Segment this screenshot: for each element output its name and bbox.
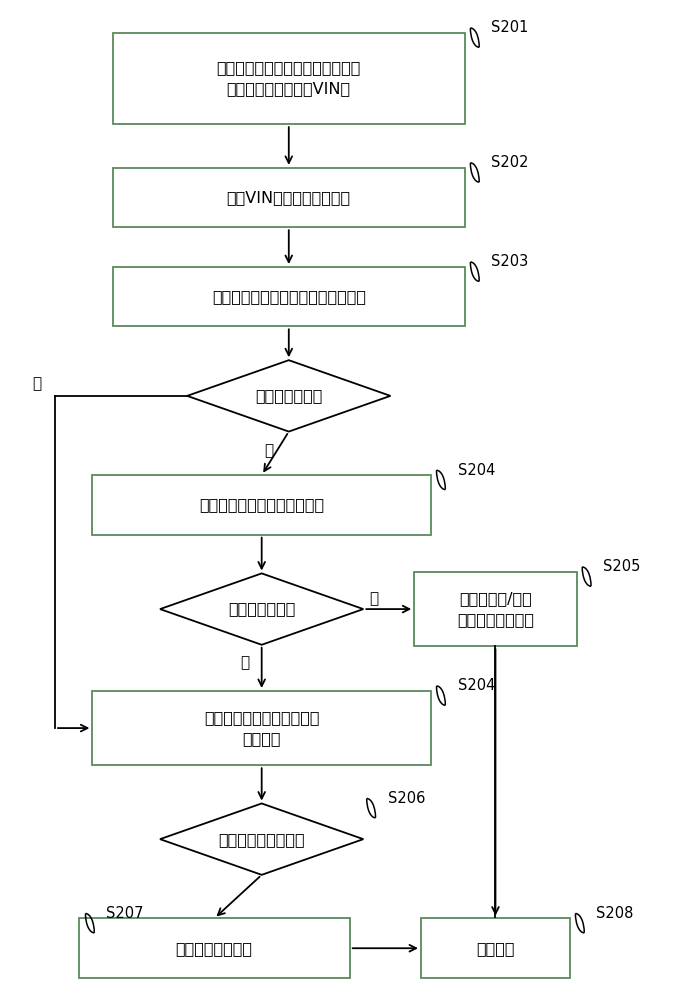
Polygon shape xyxy=(160,803,364,875)
Text: 否: 否 xyxy=(264,443,273,458)
Text: 是: 是 xyxy=(240,655,249,670)
Text: 接收到自动匹配车型诊断程序指令
后，启动摄像头扫描VIN码: 接收到自动匹配车型诊断程序指令 后，启动摄像头扫描VIN码 xyxy=(217,61,361,97)
FancyBboxPatch shape xyxy=(92,691,431,765)
Text: 将查找到的诊断应用程序的
图标置顶: 将查找到的诊断应用程序的 图标置顶 xyxy=(204,710,320,746)
Text: S203: S203 xyxy=(491,254,529,269)
Text: 结束流程: 结束流程 xyxy=(476,941,514,956)
FancyBboxPatch shape xyxy=(113,267,465,326)
Text: S201: S201 xyxy=(491,20,529,35)
FancyBboxPatch shape xyxy=(414,572,577,646)
FancyBboxPatch shape xyxy=(79,918,350,978)
Text: S207: S207 xyxy=(106,906,144,921)
Text: S208: S208 xyxy=(596,906,634,921)
Text: 查找同一厂家的诊断应用程序: 查找同一厂家的诊断应用程序 xyxy=(199,497,324,512)
Text: S205: S205 xyxy=(603,559,641,574)
Text: 根据车型码查找对应的诊断应用程序: 根据车型码查找对应的诊断应用程序 xyxy=(212,289,366,304)
Text: S204: S204 xyxy=(458,678,495,693)
Text: S206: S206 xyxy=(388,791,425,806)
Text: 是否启动应用程序？: 是否启动应用程序？ xyxy=(218,832,305,847)
Text: 启动诊断应用程序: 启动诊断应用程序 xyxy=(176,941,252,956)
Polygon shape xyxy=(187,360,390,432)
FancyBboxPatch shape xyxy=(113,33,465,124)
Text: 否: 否 xyxy=(369,591,378,606)
Text: 是否查找成功？: 是否查找成功？ xyxy=(255,388,322,403)
FancyBboxPatch shape xyxy=(92,475,431,535)
Text: 解析VIN信息，获取车型码: 解析VIN信息，获取车型码 xyxy=(227,190,351,205)
FancyBboxPatch shape xyxy=(421,918,570,978)
FancyBboxPatch shape xyxy=(113,168,465,227)
Text: 是: 是 xyxy=(32,376,41,391)
Text: S202: S202 xyxy=(491,155,529,170)
Polygon shape xyxy=(160,573,364,645)
Text: 提示用户和/或设
备制造商升级系统: 提示用户和/或设 备制造商升级系统 xyxy=(457,591,534,627)
Text: S204: S204 xyxy=(458,463,495,478)
Text: 是否查找成功？: 是否查找成功？ xyxy=(228,602,296,617)
